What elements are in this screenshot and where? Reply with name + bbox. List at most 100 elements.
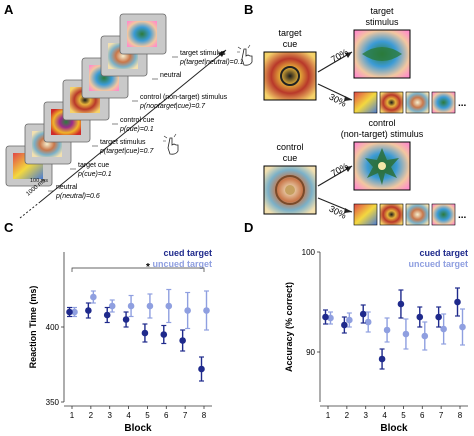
- target-cue-image: [263, 51, 317, 101]
- event-probability: p(target|cue)=0.7: [99, 148, 154, 155]
- data-point: [160, 331, 168, 338]
- panel-letter-a: A: [4, 2, 14, 17]
- hand-press-icon: [163, 133, 179, 155]
- y-tick-label: 350: [46, 398, 60, 407]
- hand-press-icon: [237, 44, 253, 66]
- event-label: target cue p(cue)=0.1: [70, 162, 112, 178]
- alternative-thumbnail: [431, 203, 456, 226]
- control-stim-label-1: control: [368, 118, 395, 128]
- event-probability: p(neutral)=0.6: [55, 193, 100, 200]
- arrowhead-70-control: [345, 166, 352, 172]
- data-point: [122, 316, 130, 323]
- pct-30-control: 30%: [327, 204, 348, 221]
- data-point: [66, 308, 73, 316]
- arrow-70-target: [317, 51, 353, 73]
- data-point: [421, 332, 429, 340]
- data-point: [416, 313, 424, 321]
- event-label: control (non-target) stimulus p(nontarget…: [132, 94, 228, 110]
- control-alternative-row: [353, 203, 456, 226]
- event-probability: p(nontarget|cue)=0.7: [139, 103, 206, 110]
- timeline-arrowhead: [218, 50, 226, 57]
- event-title: control (non-target) stimulus: [140, 94, 228, 101]
- significance-marker: *: [146, 262, 150, 273]
- event-label: neutral p(neutral)=0.6: [48, 184, 100, 200]
- event-title: target stimulus: [180, 50, 226, 57]
- control-cue-label-1: control: [276, 142, 303, 152]
- data-point: [454, 298, 461, 306]
- control-stim-label-2: (non-target) stimulus: [341, 129, 424, 139]
- legend-entry: cued target: [419, 248, 468, 258]
- data-point: [435, 313, 442, 321]
- event-title: neutral: [56, 184, 78, 191]
- data-point: [378, 355, 386, 363]
- event-labels: target stimulus p(target|neutral)=0.1 neut…: [48, 44, 253, 200]
- x-tick-label: 3: [363, 411, 368, 420]
- event-probability: p(cue)=0.1: [77, 171, 112, 178]
- x-tick-label: 4: [126, 411, 131, 420]
- target-stim-label-2: stimulus: [365, 17, 399, 27]
- pct-70-target: 70%: [329, 47, 350, 65]
- timeline-arrow: [39, 49, 227, 203]
- event-title: control cue: [120, 117, 154, 124]
- y-axis-label: Accuracy (% correct): [284, 282, 294, 372]
- alternative-thumbnail: [405, 203, 430, 226]
- x-tick-label: 3: [107, 411, 112, 420]
- x-tick-label: 6: [164, 411, 169, 420]
- target-stim-label-1: target: [370, 6, 394, 16]
- event-title: target stimulus: [100, 139, 146, 146]
- arrowhead-30-control: [344, 208, 352, 213]
- arrow-70-control: [317, 165, 353, 187]
- data-point: [459, 323, 466, 331]
- chart-accuracy: 90 100 1 2 3 4 5 6 7 8 Block Accuracy (% correct) cu…: [284, 248, 468, 434]
- chart-reaction-time: 350 400 1 2 3 4 5 6 7 8 Block Reaction Time (ms) cue…: [28, 248, 212, 434]
- data-point: [179, 337, 186, 344]
- alternative-thumbnail: [431, 91, 456, 114]
- y-tick-label: 90: [306, 348, 315, 357]
- alternative-thumbnail: [353, 91, 378, 114]
- data-point: [90, 293, 97, 301]
- x-tick-label: 5: [401, 411, 406, 420]
- data-point: [346, 316, 353, 324]
- data-point: [165, 302, 173, 310]
- event-label: target stimulus p(target|neutral)=0.1: [172, 44, 253, 66]
- data-point: [146, 302, 154, 310]
- x-tick-label: 7: [183, 411, 188, 420]
- x-tick-label: 7: [439, 411, 444, 420]
- control-stimulus-center: [378, 162, 386, 170]
- x-axis-label: Block: [124, 423, 152, 434]
- stimulus-screen: [119, 13, 167, 55]
- event-probability: p(target|neutral)=0.1: [179, 59, 244, 66]
- alternative-thumbnail: [379, 91, 404, 114]
- x-tick-label: 8: [202, 411, 207, 420]
- stimulus-screens: 100 ms: [5, 13, 167, 187]
- alternative-thumbnail: [353, 203, 378, 226]
- data-point: [341, 321, 348, 329]
- y-tick-label: 100: [302, 248, 316, 257]
- y-tick-label: 400: [46, 323, 60, 332]
- event-label: target stimulus p(target|cue)=0.7: [92, 133, 179, 155]
- event-probability: p(cue)=0.1: [119, 126, 154, 133]
- arrowhead-30-target: [344, 96, 352, 101]
- data-point: [322, 313, 329, 321]
- data-point: [383, 326, 391, 334]
- data-point: [203, 307, 210, 314]
- data-point: [108, 302, 116, 310]
- x-tick-label: 5: [145, 411, 150, 420]
- data-point: [359, 310, 367, 318]
- data-point: [103, 311, 111, 319]
- pct-70-control: 70%: [329, 161, 350, 179]
- arrowhead-70-target: [345, 52, 352, 58]
- x-tick-label: 8: [458, 411, 463, 420]
- target-cue-spiral: [280, 66, 300, 86]
- x-tick-label: 4: [382, 411, 387, 420]
- alternative-thumbnail: [379, 203, 404, 226]
- legend-entry: uncued target: [152, 259, 212, 269]
- x-tick-label: 6: [420, 411, 425, 420]
- data-point: [198, 365, 205, 373]
- x-axis-label: Block: [380, 423, 408, 434]
- target-alternative-row: [353, 91, 456, 114]
- x-tick-label: 2: [345, 411, 350, 420]
- data-point: [364, 318, 372, 326]
- pct-30-target: 30%: [327, 92, 348, 109]
